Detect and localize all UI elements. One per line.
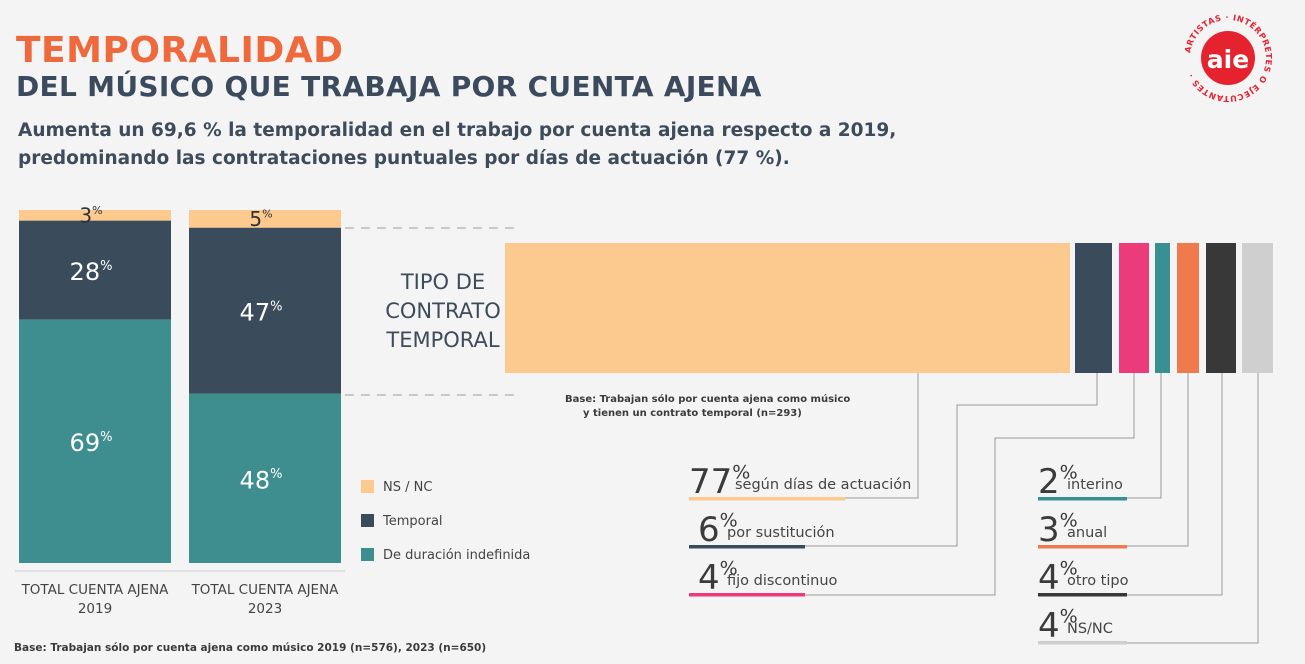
footer-base-note: Base: Trabajan sólo por cuenta ajena com… [14,642,487,654]
label-connector-otro_tipo [1127,373,1223,596]
bar-indefinida-1 [19,319,171,563]
label-connector-ns_nc_light [1127,373,1259,644]
segment-fijo_discontinuo [1119,243,1149,373]
bar-label-indefinida-2: 48% [240,466,283,494]
segment-sustitucion [1075,243,1112,373]
contract-underline-sustitucion [689,545,805,549]
aie-logo: ARTISTAS · INTÉRPRETES O EJECUTANTES · a… [1182,12,1273,104]
bar-label-indefinida-1: 69% [70,429,113,457]
x-tick-label-1-line-2: 2019 [78,601,112,617]
temporal-connector [345,227,515,396]
contract-value-ns_nc: 77% [689,462,750,502]
page-title: TEMPORALIDAD [16,30,344,71]
legend-swatch-ns_nc [361,480,374,493]
logo-disc [1201,31,1255,85]
label-connector-sustitucion [805,373,1098,547]
legend-label-ns_nc: NS / NC [383,480,432,495]
bar-label-ns_nc-1: 3% [79,203,102,227]
label-connector-interino [1127,373,1162,499]
segment-ns_nc [505,243,1070,373]
segment-ns_nc_light [1242,243,1273,373]
bar-temporal-2 [189,227,341,394]
contract-base-note-line-2: y tienen un contrato temporal (n=293) [583,408,802,419]
contract-underline-ns_nc [689,497,845,501]
contract-category-anual: anual [1067,525,1107,541]
segment-otro_tipo [1206,243,1236,373]
legend-swatch-temporal [361,514,374,527]
label-connector-fijo_discontinuo [805,373,1135,596]
segment-anual [1177,243,1199,373]
contract-type-label-line-1: TIPO DE [400,270,485,294]
contract-category-interino: interino [1067,477,1123,493]
contract-underline-anual [1038,545,1127,549]
contract-underline-interino [1038,497,1127,501]
contract-value-otro_tipo: 4% [1038,558,1078,598]
legend-swatch-indefinida [361,548,374,561]
bar-label-temporal-2: 47% [240,299,283,327]
contract-underline-ns_nc_light [1038,641,1127,645]
page-subtitle: DEL MÚSICO QUE TRABAJA POR CUENTA AJENA [16,70,762,103]
contract-type-label-line-3: TEMPORAL [385,328,500,352]
x-tick-label-1-line-1: TOTAL CUENTA AJENA [21,582,170,598]
x-tick-label-2-line-2: 2023 [248,601,282,617]
contract-category-ns_nc_light: NS/NC [1067,621,1113,637]
label-connector-anual [1127,373,1189,547]
summary-line-2: predominando las contrataciones puntuale… [18,148,790,169]
contract-value-interino: 2% [1038,462,1078,502]
contract-type-label-line-2: CONTRATO [385,299,501,323]
bar-temporal-1 [19,220,171,320]
bar-ns_nc-1 [19,210,171,221]
summary-text: Aumenta un 69,6 % la temporalidad en el … [18,117,897,173]
segment-interino [1155,243,1170,373]
legend-label-indefinida: De duración indefinida [383,548,530,563]
contract-base-note-line-1: Base: Trabajan sólo por cuenta ajena com… [565,393,850,405]
label-connector-ns_nc [845,373,919,499]
legend-label-temporal: Temporal [382,514,443,529]
bar-label-ns_nc-2: 5% [249,207,272,231]
contract-value-sustitucion: 6% [698,510,738,550]
contract-category-fijo_discontinuo: fijo discontinuo [727,573,838,589]
contract-category-otro_tipo: otro tipo [1067,573,1129,589]
summary-line-1: Aumenta un 69,6 % la temporalidad en el … [18,120,897,141]
contract-category-sustitucion: por sustitución [727,525,835,541]
contract-value-anual: 3% [1038,510,1078,550]
x-tick-label-2-line-1: TOTAL CUENTA AJENA [191,582,340,598]
contract-underline-otro_tipo [1038,593,1127,597]
contract-underline-fijo_discontinuo [689,593,805,597]
logo-text: aie [1207,45,1249,74]
bar-ns_nc-2 [189,210,341,228]
contract-value-ns_nc_light: 4% [1038,606,1078,646]
bar-label-temporal-1: 28% [70,258,113,286]
contract-category-ns_nc: según días de actuación [735,477,911,493]
bar-indefinida-2 [189,393,341,563]
contract-value-fijo_discontinuo: 4% [698,558,738,598]
